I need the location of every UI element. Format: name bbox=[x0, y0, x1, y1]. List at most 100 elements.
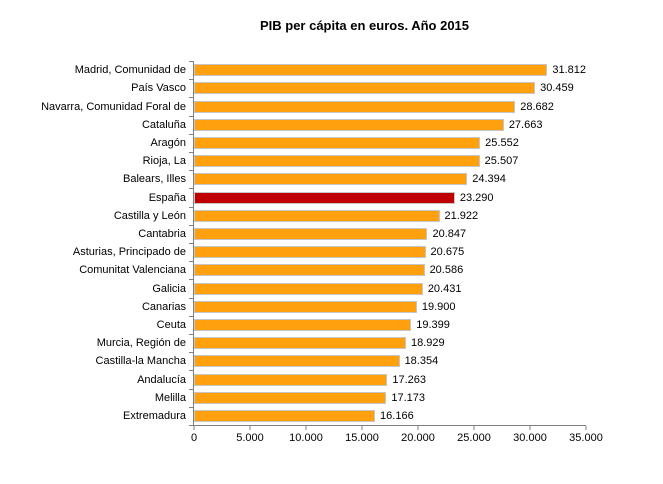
y-axis-tick bbox=[189, 152, 193, 153]
bar-value-label: 25.507 bbox=[484, 155, 519, 168]
bar-highlighted bbox=[194, 191, 455, 204]
y-axis-tick bbox=[189, 334, 193, 335]
bar-value-label: 16.166 bbox=[380, 409, 414, 422]
bar-row: 21.922 bbox=[194, 207, 586, 225]
bar-value-label: 18.354 bbox=[404, 355, 439, 368]
bar-value-label: 30.459 bbox=[540, 82, 574, 95]
x-axis-tick bbox=[529, 426, 531, 430]
category-label: Castilla y León bbox=[113, 209, 186, 222]
y-axis-tick bbox=[189, 116, 193, 117]
bar bbox=[194, 136, 481, 149]
bar-value-label: 17.173 bbox=[391, 391, 425, 404]
bar-row: 18.354 bbox=[194, 352, 586, 370]
category-label: Cantabria bbox=[138, 227, 186, 240]
category-label: Andalucía bbox=[137, 373, 186, 386]
bar bbox=[194, 409, 376, 422]
bar bbox=[194, 246, 426, 259]
bar-row: 19.900 bbox=[194, 298, 586, 316]
bar-row: 25.552 bbox=[194, 134, 586, 152]
category-label: Extremadura bbox=[123, 409, 186, 422]
bar-value-label: 24.394 bbox=[472, 173, 506, 186]
y-axis-tick bbox=[189, 389, 193, 390]
x-axis-tick-label: 25.000 bbox=[457, 432, 491, 444]
x-axis-tick-label: 0 bbox=[190, 432, 198, 444]
bar-row: 20.675 bbox=[194, 243, 586, 261]
bar-row: 28.682 bbox=[194, 97, 586, 115]
x-axis-tick bbox=[417, 426, 419, 430]
chart-title: PIB per cápita en euros. Año 2015 bbox=[259, 18, 470, 33]
y-axis-tick bbox=[189, 370, 193, 371]
bar-value-label: 20.847 bbox=[432, 227, 467, 240]
x-axis-tick bbox=[249, 426, 251, 430]
bar bbox=[194, 209, 440, 222]
bar bbox=[194, 282, 423, 295]
y-axis-tick bbox=[189, 243, 193, 244]
bar-value-label: 21.922 bbox=[444, 209, 479, 222]
bar-value-label: 19.900 bbox=[421, 300, 456, 313]
bar bbox=[194, 318, 412, 331]
category-label: Melilla bbox=[154, 391, 186, 404]
bar bbox=[194, 118, 504, 131]
y-axis-tick bbox=[189, 134, 193, 135]
y-axis-tick bbox=[189, 316, 193, 317]
category-label: Galicia bbox=[152, 282, 186, 295]
bar bbox=[194, 82, 536, 95]
bar bbox=[194, 355, 400, 368]
y-axis-tick bbox=[189, 188, 193, 189]
bar-value-label: 31.812 bbox=[552, 64, 586, 77]
bar bbox=[194, 300, 417, 313]
y-axis-tick bbox=[189, 97, 193, 98]
bar-value-label: 19.399 bbox=[416, 318, 450, 331]
bar bbox=[194, 64, 548, 77]
x-axis-tick bbox=[473, 426, 475, 430]
bar-row: 20.431 bbox=[194, 279, 586, 297]
bar-row: 30.459 bbox=[194, 79, 586, 97]
x-axis-tick-label: 20.000 bbox=[401, 432, 435, 444]
bar bbox=[194, 264, 425, 277]
bar bbox=[194, 155, 480, 168]
category-label: Aragón bbox=[150, 136, 186, 149]
bar-row: 17.263 bbox=[194, 370, 586, 388]
y-axis-tick bbox=[189, 61, 193, 62]
category-label: Comunitat Valenciana bbox=[79, 264, 186, 277]
category-label: Cataluña bbox=[141, 118, 186, 131]
y-axis-tick bbox=[189, 207, 193, 208]
bar-row: 24.394 bbox=[194, 170, 586, 188]
bar bbox=[194, 391, 387, 404]
category-label: Asturias, Principado de bbox=[72, 246, 186, 259]
x-axis-tick bbox=[305, 426, 307, 430]
bar-value-label: 18.929 bbox=[411, 337, 445, 350]
bar-value-label: 17.263 bbox=[392, 373, 426, 386]
category-label: Ceuta bbox=[156, 318, 186, 331]
category-labels: Madrid, Comunidad de País Vasco Navarra, C… bbox=[0, 61, 186, 425]
y-axis-tick bbox=[189, 352, 193, 353]
category-label: España bbox=[148, 191, 186, 204]
bar bbox=[194, 100, 516, 113]
x-axis-tick-label: 35.000 bbox=[569, 432, 603, 444]
bar bbox=[194, 227, 428, 240]
bar-value-label: 20.586 bbox=[429, 264, 464, 277]
category-label: País Vasco bbox=[131, 82, 186, 95]
bar-row: 17.173 bbox=[194, 389, 586, 407]
y-axis-tick bbox=[189, 225, 193, 226]
plot-area: 31.812 30.459 28.682 27.663 25.552 25.507 24.3… bbox=[189, 61, 603, 444]
bar bbox=[194, 173, 468, 186]
category-label: Rioja, La bbox=[142, 155, 186, 168]
y-axis-tick bbox=[189, 261, 193, 262]
x-axis-tick bbox=[361, 426, 363, 430]
bar-value-label: 27.663 bbox=[508, 118, 543, 131]
bar-value-label: 23.290 bbox=[459, 191, 494, 204]
bar-value-label: 20.431 bbox=[427, 282, 462, 295]
bar-row: 19.399 bbox=[194, 316, 586, 334]
bar-row: 18.929 bbox=[194, 334, 586, 352]
x-axis-tick bbox=[193, 426, 195, 430]
bar-row: 27.663 bbox=[194, 116, 586, 134]
x-axis-tick-label: 15.000 bbox=[345, 432, 379, 444]
category-label: Murcia, Región de bbox=[96, 337, 186, 350]
bar-row: 31.812 bbox=[194, 61, 586, 79]
bars: 31.812 30.459 28.682 27.663 25.552 25.507 24.3… bbox=[194, 61, 586, 425]
bar-row: 25.507 bbox=[194, 152, 586, 170]
bar bbox=[194, 337, 406, 350]
bar-row: 20.847 bbox=[194, 225, 586, 243]
